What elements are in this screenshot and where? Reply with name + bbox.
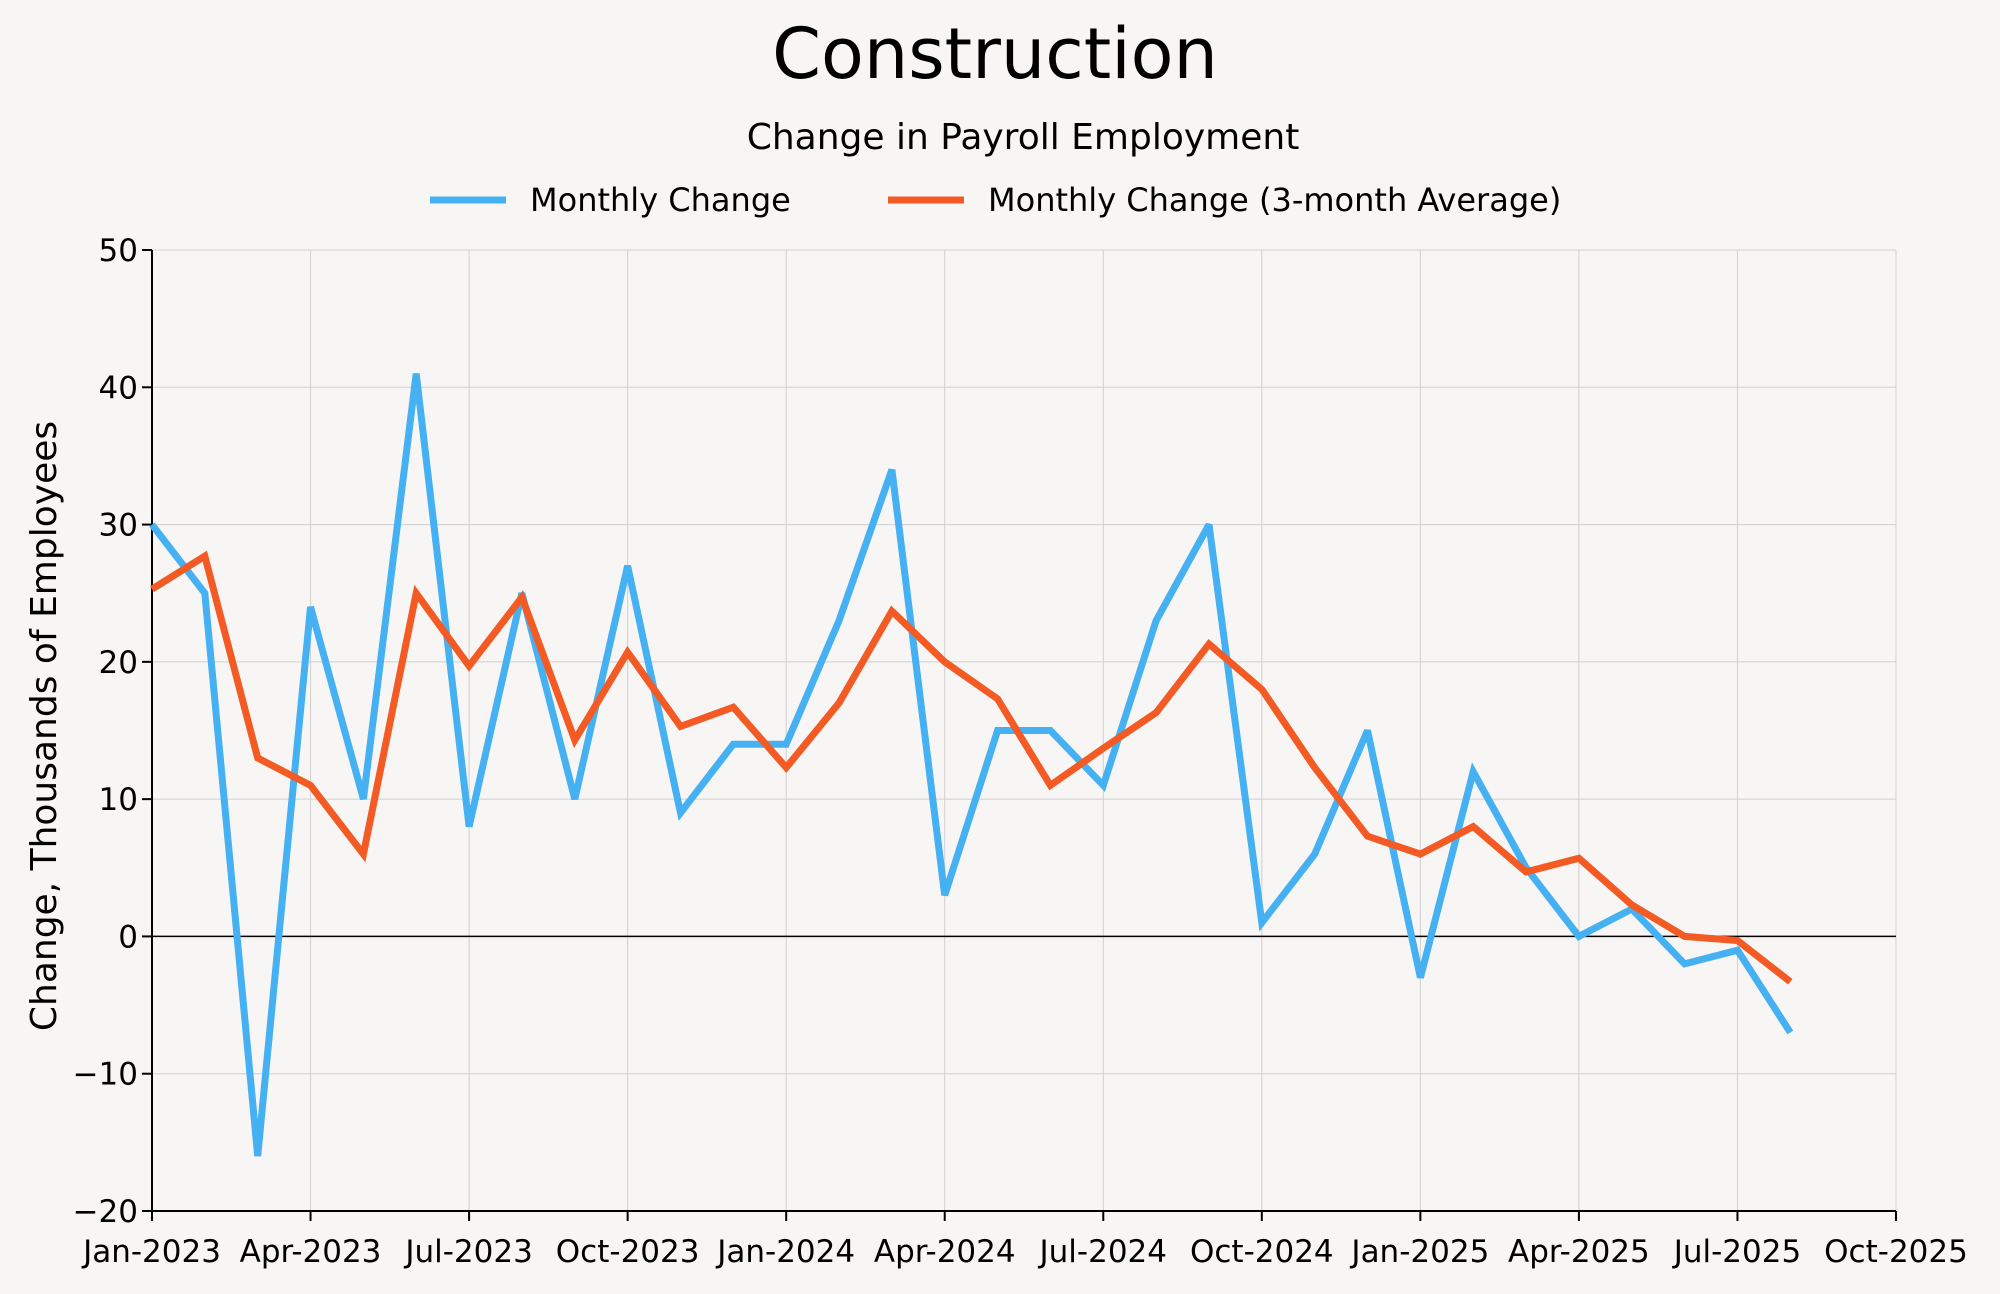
x-tick-label: Apr-2024 xyxy=(874,1234,1016,1270)
x-tick-label: Jan-2023 xyxy=(81,1234,221,1270)
x-tick-label: Apr-2023 xyxy=(240,1234,382,1270)
y-tick-label: −10 xyxy=(73,1057,138,1093)
x-tick-label: Jul-2025 xyxy=(1672,1234,1801,1270)
y-tick-label: 10 xyxy=(99,782,138,818)
chart-subtitle: Change in Payroll Employment xyxy=(747,117,1300,158)
y-tick-label: 20 xyxy=(99,645,138,681)
y-tick-label: 50 xyxy=(99,233,138,269)
x-tick-label: Jan-2025 xyxy=(1349,1234,1489,1270)
x-tick-label: Oct-2024 xyxy=(1190,1234,1334,1270)
legend-label-monthly-change: Monthly Change xyxy=(530,181,791,219)
legend: Monthly Change Monthly Change (3-month A… xyxy=(430,181,1561,219)
y-tick-label: 0 xyxy=(118,919,138,955)
x-tick-label: Jul-2024 xyxy=(1038,1234,1167,1270)
x-tick-label: Jan-2024 xyxy=(715,1234,855,1270)
y-tick-label: −20 xyxy=(73,1194,138,1230)
plot-area: −20 −10 0 10 20 30 40 50 Jan-2023 Apr-2023 Jul-202… xyxy=(73,233,1968,1270)
y-axis-title: Change, Thousands of Employees xyxy=(24,421,65,1031)
legend-label-3-month-average: Monthly Change (3-month Average) xyxy=(988,181,1561,219)
y-tick-label: 30 xyxy=(99,508,138,544)
x-tick-label: Oct-2023 xyxy=(556,1234,700,1270)
y-tick-label: 40 xyxy=(99,370,138,406)
series-line-monthly-change xyxy=(149,373,1794,1157)
x-tick-label: Apr-2025 xyxy=(1508,1234,1650,1270)
x-tick-label: Jul-2023 xyxy=(403,1234,532,1270)
x-tick-label: Oct-2025 xyxy=(1824,1234,1968,1270)
series-line-3-month-average xyxy=(150,550,1793,985)
chart-title: Construction xyxy=(772,13,1218,95)
